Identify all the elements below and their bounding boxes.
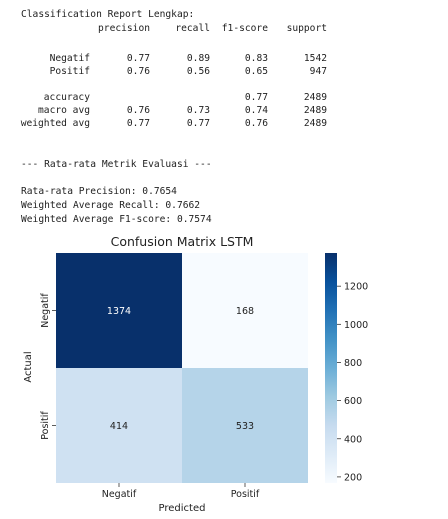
axis-ticks: Negatif Positif Negatif Positif (40, 293, 260, 500)
x-tick-label: Negatif (102, 489, 137, 500)
f1-summary: Weighted Average F1-score: 0.7574 (21, 214, 212, 225)
report-row-label: macro avg (38, 105, 90, 116)
y-axis-label: Actual (23, 351, 34, 382)
report-row-label: accuracy (43, 92, 90, 103)
report-cell-f1: 0.65 (244, 66, 268, 77)
heatmap-cell (182, 368, 308, 483)
report-cell-precision: 0.77 (126, 118, 150, 129)
report-header-precision: precision (98, 23, 150, 34)
report-title: Classification Report Lengkap: (21, 9, 195, 20)
colorbar-tick-label: 1200 (344, 282, 368, 293)
cell-value-label: 1374 (107, 306, 131, 317)
cell-value-label: 533 (236, 421, 254, 432)
report-cell-support: 947 (309, 66, 327, 77)
colorbar-tick-label: 200 (344, 472, 362, 483)
summary-block: --- Rata-rata Metrik Evaluasi --- Rata-r… (0, 77, 448, 225)
report-cell-recall: 0.77 (186, 118, 210, 129)
report-row-label: Negatif (49, 53, 90, 64)
x-axis-label: Predicted (159, 503, 206, 514)
colorbar-gradient (325, 253, 337, 483)
heatmap-cell (182, 253, 308, 368)
report-cell-recall: 0.89 (186, 53, 210, 64)
y-tick-label: Negatif (40, 293, 51, 328)
heatmap-cell (56, 253, 182, 368)
report-cell-f1: 0.74 (244, 105, 268, 116)
report-cell-support: 2489 (303, 118, 327, 129)
x-tick-label: Positif (231, 489, 260, 500)
report-cell-recall: 0.73 (186, 105, 210, 116)
report-block: Classification Report Lengkap: precision… (0, 0, 448, 129)
report-cell-f1: 0.76 (244, 118, 268, 129)
report-cell-precision: 0.76 (126, 105, 150, 116)
recall-summary: Weighted Average Recall: 0.7662 (21, 200, 201, 211)
report-row-label: weighted avg (20, 118, 90, 129)
report-cell-support: 1542 (303, 53, 327, 64)
report-header-support: support (286, 23, 327, 34)
summary-heading: --- Rata-rata Metrik Evaluasi --- (21, 159, 212, 170)
report-cell-f1: 0.77 (244, 92, 268, 103)
colorbar-tick-label: 600 (344, 396, 362, 407)
cell-value-label: 414 (110, 421, 128, 432)
cell-value-label: 168 (236, 306, 254, 317)
y-tick-label: Positif (40, 411, 51, 440)
report-cell-precision: 0.76 (126, 66, 150, 77)
report-header-f1: f1-score (221, 23, 268, 34)
chart-title: Confusion Matrix LSTM (111, 234, 254, 249)
heatmap-cells: 1374 168 414 533 (56, 253, 308, 483)
report-cell-recall: 0.56 (186, 66, 210, 77)
colorbar-tick-label: 400 (344, 434, 362, 445)
report-cell-support: 2489 (303, 105, 327, 116)
colorbar-tick-label: 1000 (344, 320, 368, 331)
colorbar: 200 400 600 800 1000 1200 (325, 253, 368, 483)
colorbar-tick-label: 800 (344, 358, 362, 369)
heatmap-cell (56, 368, 182, 483)
report-cell-support: 2489 (303, 92, 327, 103)
report-row-label: Positif (49, 66, 90, 77)
report-cell-precision: 0.77 (126, 53, 150, 64)
report-header-recall: recall (175, 23, 210, 34)
report-cell-f1: 0.83 (244, 53, 268, 64)
precision-summary: Rata-rata Precision: 0.7654 (21, 186, 177, 197)
